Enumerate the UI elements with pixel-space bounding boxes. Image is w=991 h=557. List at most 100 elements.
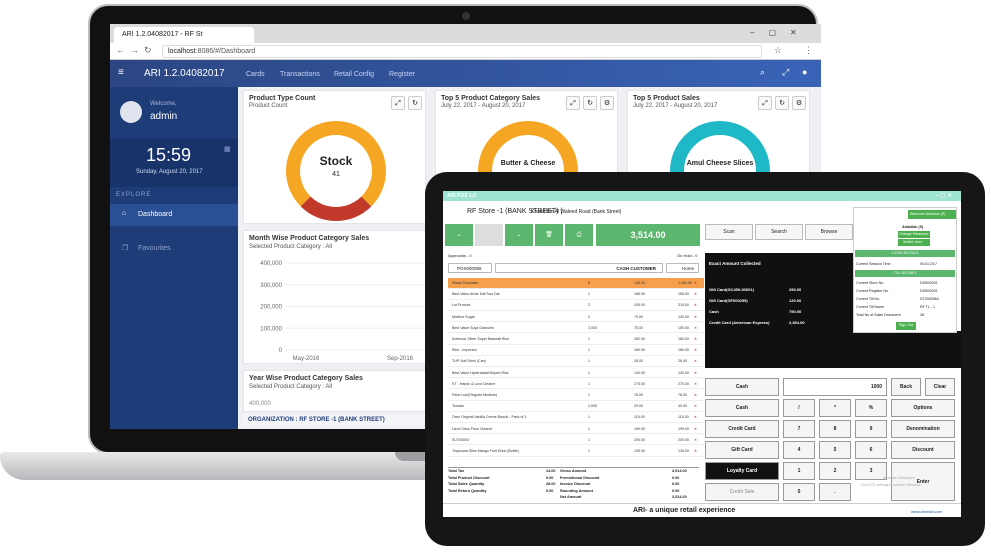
cash-key[interactable]: Cash <box>705 378 779 396</box>
welcome-user-button[interactable]: Welcome Abdullah (S) <box>908 210 956 219</box>
nav-transactions[interactable]: Transactions <box>280 71 320 78</box>
fullscreen-icon[interactable]: ⤢ <box>782 67 790 77</box>
customer-field[interactable]: CASH CUSTOMER <box>495 263 663 273</box>
settings-icon[interactable]: ⚙ <box>600 96 614 110</box>
table-row[interactable]: SUT00004 1 200.00 200.00 ✕ <box>448 435 704 446</box>
key-r3-2[interactable]: 8 <box>819 420 851 438</box>
user-icon[interactable]: ● <box>802 67 808 77</box>
key-r4-2[interactable]: 5 <box>819 441 851 459</box>
table-row[interactable]: Lizol Citrus Floor Cleaner 1 199.00 199.00 ✕ <box>448 424 704 435</box>
expand-icon[interactable]: ⤢ <box>391 96 405 110</box>
delete-row-icon[interactable]: ✕ <box>694 370 698 375</box>
delete-row-icon[interactable]: ✕ <box>694 314 698 319</box>
window-controls[interactable]: –▢✕ <box>750 28 811 37</box>
nav-retail-config[interactable]: Retail Config <box>334 71 375 78</box>
forward-icon[interactable]: → <box>130 45 139 55</box>
delete-row-icon[interactable]: ✕ <box>694 359 698 364</box>
table-row[interactable]: TUP Soft Drink (Can) 1 28.00 28.00 ✕ <box>448 356 704 367</box>
nav-register[interactable]: Register <box>389 71 416 78</box>
invoice-field[interactable]: POS000056 <box>448 263 492 273</box>
settings-icon[interactable]: ⚙ <box>792 96 806 110</box>
key-r5-2[interactable]: 2 <box>819 462 851 480</box>
delete-row-icon[interactable]: ✕ <box>694 303 698 308</box>
search-icon[interactable]: ⌕ <box>760 67 766 77</box>
switch-user-button[interactable]: Switch User <box>898 239 930 246</box>
key-r6-0[interactable]: Credit Sale <box>705 483 779 501</box>
back-key[interactable]: Back <box>891 378 921 396</box>
key-r5-4[interactable]: Enter <box>891 462 955 501</box>
refresh-icon[interactable]: ↻ <box>408 96 422 110</box>
table-row[interactable]: Best Value Hyderabadi Biryani Rice 1 140.0… <box>448 368 704 379</box>
key-r5-1[interactable]: 1 <box>783 462 815 480</box>
nav-cards[interactable]: Cards <box>246 71 265 78</box>
delete-row-icon[interactable]: ✕ <box>694 292 698 297</box>
table-row[interactable]: KT - Harpic & Lizol Cleaner 1 275.00 275.00… <box>448 379 704 390</box>
delete-row-icon[interactable]: ✕ <box>694 281 698 285</box>
sign-out-button[interactable]: Sign Out <box>896 322 916 330</box>
browse-button[interactable]: Browse <box>805 224 853 240</box>
key-r3-4[interactable]: Denomination <box>891 420 955 438</box>
table-row[interactable]: Best Value Arhar Dal/Toor Dal 1 185.00 185.… <box>448 289 704 300</box>
key-r4-3[interactable]: 6 <box>855 441 887 459</box>
table-row[interactable]: Madhur Sugar 2 70.00 140.00 ✕ <box>448 312 704 323</box>
browser-tab[interactable]: ARI 1.2.04082017 - RF St <box>114 27 254 43</box>
key-r3-1[interactable]: 7 <box>783 420 815 438</box>
table-row[interactable]: Rice - Imported 1 180.00 180.00 ✕ <box>448 345 704 356</box>
delete-row-icon[interactable]: ✕ <box>694 325 698 330</box>
menu-dots-icon[interactable]: ⋮ <box>804 45 813 55</box>
print-icon[interactable]: ⎙ <box>565 224 593 246</box>
table-row[interactable]: Tropicana Slice Mango Fruit Drink (Bottl… <box>448 446 704 457</box>
pos-window-icons[interactable]: – ▢ ✕ <box>935 193 953 199</box>
url-input[interactable]: localhost:8086/#/Dashboard <box>162 45 762 58</box>
key-r4-1[interactable]: 4 <box>783 441 815 459</box>
key-r6-1[interactable]: 0 <box>783 483 815 501</box>
table-row[interactable]: Lot Product 3 105.00 315.00 ✕ <box>448 300 704 311</box>
key-r4-0[interactable]: Gift Card <box>705 441 779 459</box>
delete-row-icon[interactable]: ✕ <box>694 381 698 386</box>
key-r2-4[interactable]: Options <box>891 399 955 417</box>
dropdown-button-2[interactable]: ⌄ <box>505 224 533 246</box>
delete-row-icon[interactable]: ✕ <box>694 437 698 442</box>
key-r4-4[interactable]: Discount <box>891 441 955 459</box>
dropdown-button[interactable]: ⌄ <box>445 224 473 246</box>
scan-button[interactable]: Scan <box>705 224 753 240</box>
table-row[interactable]: Best Value Soya Granules 2,000 75.00 150.00… <box>448 323 704 334</box>
delete-row-icon[interactable]: ✕ <box>694 415 698 420</box>
key-r3-0[interactable]: Credit Card <box>705 420 779 438</box>
back-icon[interactable]: ← <box>116 45 125 55</box>
delete-row-icon[interactable]: ✕ <box>694 348 698 353</box>
table-row[interactable]: Tomato 2,000 20.00 40.00 ✕ <box>448 401 704 412</box>
blank-button[interactable] <box>475 224 503 246</box>
key-r3-3[interactable]: 9 <box>855 420 887 438</box>
delete-row-icon[interactable]: ✕ <box>694 426 698 431</box>
key-r5-0[interactable]: Loyalty Card <box>705 462 779 480</box>
clear-key[interactable]: Clear <box>925 378 955 396</box>
key-r2-1[interactable]: / <box>783 399 815 417</box>
sidebar-item-dashboard[interactable]: ⌂ Dashboard <box>110 204 238 226</box>
delete-row-icon[interactable]: ✕ <box>694 393 698 397</box>
key-r5-3[interactable]: 3 <box>855 462 887 480</box>
key-r2-2[interactable]: * <box>819 399 851 417</box>
amount-field[interactable]: 1000 <box>783 378 887 396</box>
expand-icon[interactable]: ⤢ <box>566 96 580 110</box>
footer-link[interactable]: www.ariretail.com <box>911 509 943 514</box>
sidebar-item-favourites[interactable]: ❐ Favourites <box>110 238 238 260</box>
search-button[interactable]: Search <box>755 224 803 240</box>
star-icon[interactable]: ☆ <box>774 45 783 55</box>
change-password-button[interactable]: Change Password <box>898 231 930 238</box>
refresh-icon[interactable]: ↻ <box>583 96 597 110</box>
hamburger-icon[interactable]: ≡ <box>118 67 124 78</box>
delete-icon[interactable]: 🗑 <box>535 224 563 246</box>
reload-icon[interactable]: ↻ <box>144 45 152 55</box>
table-row[interactable]: Kitkat Chocolate 8 145.00 1,160.00 ✕ <box>448 278 704 289</box>
expand-icon[interactable]: ⤢ <box>758 96 772 110</box>
table-row[interactable]: Kohinoor Silver Super Basmati Rice 1 182.0… <box>448 334 704 345</box>
home-field[interactable]: Home <box>666 263 699 273</box>
key-r2-3[interactable]: % <box>855 399 887 417</box>
key-r6-2[interactable]: . <box>819 483 851 501</box>
table-row[interactable]: Oreo Original Vanilla Creme Biscuit - Pa… <box>448 412 704 423</box>
delete-row-icon[interactable]: ✕ <box>694 404 698 409</box>
delete-row-icon[interactable]: ✕ <box>694 449 698 453</box>
refresh-icon[interactable]: ↻ <box>775 96 789 110</box>
table-row[interactable]: Parle Lulu(Regular Medium) 1 78.00 78.00 ✕ <box>448 390 704 401</box>
